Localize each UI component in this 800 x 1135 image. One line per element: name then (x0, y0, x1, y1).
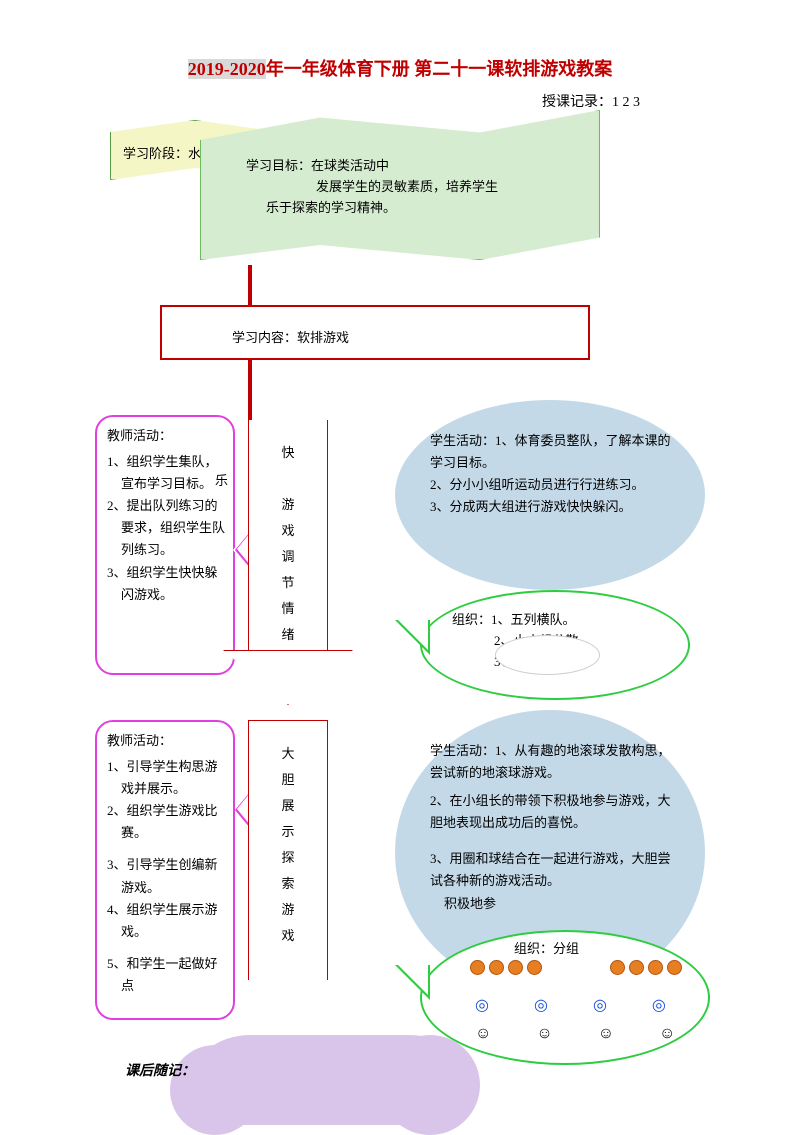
circle-symbols: ◎ ◎ ◎ ◎ (475, 995, 666, 1015)
teacher1-head: 教师活动： (107, 425, 225, 447)
content-text: 学习内容：软排游戏 (232, 330, 349, 345)
blank-oval (495, 635, 600, 675)
title-rest: 年一年级体育下册 第二十一课软排游戏教案 (266, 59, 613, 79)
goal-l2: 发展学生的灵敏素质，培养学生 (246, 177, 579, 198)
student2-l4: 积极地参 (430, 893, 680, 915)
student2-l2: 2、在小组长的带领下积极地参与游戏，大胆地表现出成功后的喜悦。 (430, 790, 680, 834)
dot-icon (629, 960, 644, 975)
teacher2-i4: 4、组织学生展示游戏。 (107, 899, 225, 943)
goal-l3: 乐于探索的学习精神。 (246, 198, 579, 219)
dot-icon (527, 960, 542, 975)
face-icon: ☺ (475, 1025, 491, 1043)
teacher1-i3: 3、组织学生快快躲闪游戏。 (107, 562, 225, 606)
connector (248, 265, 252, 305)
dot-icon (470, 960, 485, 975)
cloud-shape (190, 1035, 470, 1125)
bubble-tail-icon (398, 965, 428, 995)
circle-icon: ◎ (593, 995, 607, 1015)
face-icon: ☺ (598, 1025, 614, 1043)
org1-l1: 组织：1、五列横队。 (452, 610, 678, 631)
teacher2-i2: 2、组织学生游戏比赛。 (107, 800, 225, 844)
face-icon: ☺ (659, 1025, 675, 1043)
teacher-activity-1: 教师活动： 1、组织学生集队，宣布学习目标。 2、提出队列练习的要求，组织学生队… (95, 415, 235, 675)
arrow-block-2: 大 胆 展 示 探 索 游 戏 (248, 720, 328, 980)
dot-icon (489, 960, 504, 975)
le-label: 乐 (215, 470, 228, 489)
dot-group-1 (470, 960, 542, 975)
circle-icon: ◎ (534, 995, 548, 1015)
student1-l1: 学生活动：1、体育委员整队，了解本课的学习目标。 (430, 430, 680, 474)
record-line: 授课记录：1 2 3 (0, 91, 800, 111)
teacher2-head: 教师活动： (107, 730, 225, 752)
post-note: 课后随记： (125, 1060, 195, 1080)
teacher2-i5: 5、和学生一起做好点 (107, 953, 225, 997)
teacher-activity-2: 教师活动： 1、引导学生构思游戏并展示。 2、组织学生游戏比赛。 3、引导学生创… (95, 720, 235, 1020)
student-activity-1: 学生活动：1、体育委员整队，了解本课的学习目标。 2、分小小组听运动员进行行进练… (395, 400, 705, 590)
teacher1-i1: 1、组织学生集队，宣布学习目标。 (107, 451, 225, 495)
face-icon: ☺ (536, 1025, 552, 1043)
student2-l1: 学生活动：1、从有趣的地滚球发散构思，尝试新的地滚球游戏。 (430, 740, 680, 784)
dot-icon (667, 960, 682, 975)
circle-icon: ◎ (652, 995, 666, 1015)
arrow1-text: 快 游 戏 调 节 情 绪 (249, 440, 327, 648)
arrow-block-1: 快 游 戏 调 节 情 绪 (248, 420, 328, 650)
dot-icon (610, 960, 625, 975)
dot-group-2 (610, 960, 682, 975)
content-box: 学习内容：软排游戏 (160, 305, 590, 360)
connector (248, 360, 252, 420)
dot-icon (508, 960, 523, 975)
page-title: 2019-2020年一年级体育下册 第二十一课软排游戏教案 (0, 0, 800, 81)
teacher2-i3: 3、引导学生创编新游戏。 (107, 854, 225, 898)
bubble-tail-icon (398, 620, 428, 650)
teacher1-i2: 2、提出队列练习的要求，组织学生队列练习。 (107, 495, 225, 561)
student1-l3: 3、分成两大组进行游戏快快躲闪。 (430, 496, 680, 518)
student1-l2: 2、分小小组听运动员进行行进练习。 (430, 474, 680, 496)
title-year: 2019-2020 (188, 59, 266, 79)
goal-l1: 学习目标：在球类活动中 (246, 156, 579, 177)
org2-label: 组织：分组 (510, 938, 583, 957)
circle-icon: ◎ (475, 995, 489, 1015)
dot-icon (648, 960, 663, 975)
teacher2-i1: 1、引导学生构思游戏并展示。 (107, 756, 225, 800)
arrow-head-icon (223, 650, 353, 705)
goal-banner: 学习目标：在球类活动中 发展学生的灵敏素质，培养学生 乐于探索的学习精神。 (200, 110, 600, 260)
face-symbols: ☺ ☺ ☺ ☺ (475, 1025, 675, 1043)
arrow2-text: 大 胆 展 示 探 索 游 戏 (249, 741, 327, 949)
student2-l3: 3、用圈和球结合在一起进行游戏，大胆尝试各种新的游戏活动。 (430, 848, 680, 892)
